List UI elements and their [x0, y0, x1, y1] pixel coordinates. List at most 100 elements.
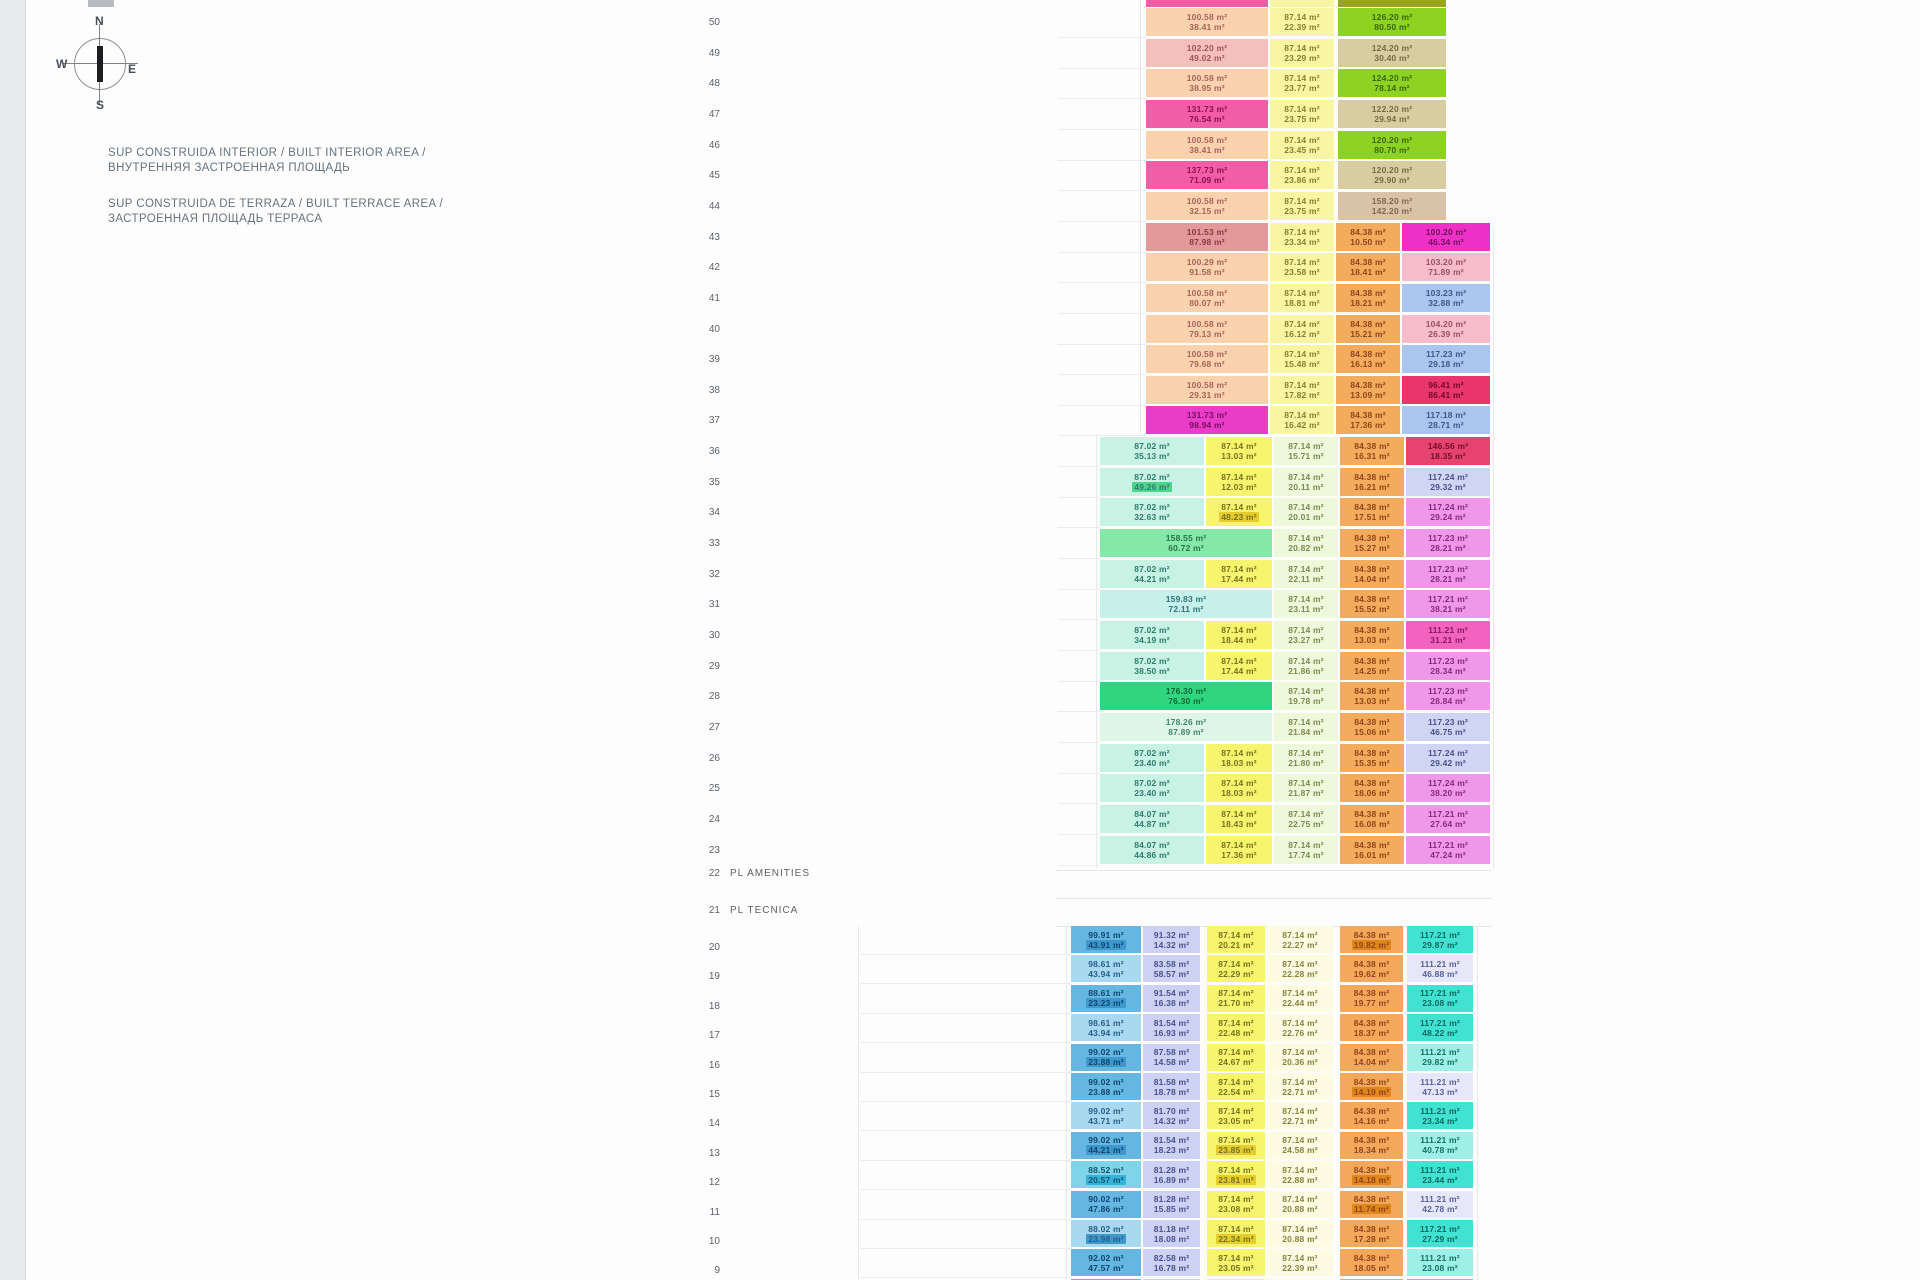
area-cell: 87.02 m² 49.26 m²: [1100, 467, 1204, 496]
terrace-area-value: 22.34 m²: [1216, 1233, 1256, 1244]
terrace-area-value: 14.32 m²: [1153, 939, 1190, 950]
compass-north-label: N: [95, 14, 104, 28]
area-cell: 84.38 m² 16.31 m²: [1340, 437, 1404, 466]
terrace-area-value: 79.13 m²: [1189, 328, 1225, 339]
terrace-area-value: 16.13 m²: [1350, 359, 1386, 370]
row-tick-line: [860, 1071, 1071, 1073]
area-cell: 81.70 m² 14.32 m²: [1143, 1102, 1200, 1130]
area-cell: 103.20 m² 71.89 m²: [1402, 253, 1490, 282]
terrace-area-value: 13.03 m²: [1354, 696, 1390, 707]
interior-area-value: 100.20 m²: [1425, 226, 1467, 237]
terrace-area-value: 28.21 m²: [1430, 543, 1466, 554]
interior-area-value: 99.02 m²: [1088, 1135, 1124, 1146]
row-tick-line: [1058, 312, 1146, 314]
interior-area-value: 87.14 m²: [1288, 441, 1324, 452]
area-cell: 91.54 m² 16.38 m²: [1143, 984, 1200, 1012]
floor-number: 21: [708, 905, 720, 916]
area-cell: 111.21 m² 47.13 m²: [1407, 1073, 1473, 1100]
interior-area-value: 87.58 m²: [1153, 1047, 1190, 1058]
interior-area-value: 87.14 m²: [1282, 1135, 1318, 1146]
terrace-area-value: 79.68 m²: [1189, 359, 1225, 370]
interior-area-value: 84.38 m²: [1354, 502, 1390, 513]
terrace-area-value: 23.98 m²: [1086, 1233, 1126, 1244]
terrace-area-value: 29.90 m²: [1374, 175, 1410, 186]
area-cell: 100.58 m² 38.41 m²: [1146, 130, 1268, 159]
terrace-area-value: 23.08 m²: [1422, 998, 1458, 1009]
terrace-area-value: 18.37 m²: [1353, 1027, 1390, 1038]
interior-area-value: 96.41 m²: [1428, 379, 1464, 390]
terrace-area-value: 23.05 m²: [1218, 1262, 1254, 1273]
interior-area-value: 117.23 m²: [1425, 349, 1467, 360]
interior-area-value: 87.14 m²: [1221, 471, 1257, 482]
terrace-area-value: 47.57 m²: [1088, 1262, 1124, 1273]
terrace-area-value: 14.18 m²: [1351, 1174, 1392, 1185]
area-cell: 91.32 m² 14.32 m²: [1143, 926, 1200, 953]
terrace-area-value: 38.41 m²: [1189, 144, 1225, 155]
terrace-area-value: 48.22 m²: [1422, 1027, 1458, 1038]
area-cell: 87.02 m² 34.19 m²: [1100, 621, 1204, 649]
terrace-area-value: 20.11 m²: [1288, 481, 1324, 492]
interior-area-value: 102.20 m²: [1186, 42, 1228, 53]
area-cell: 100.58 m² 38.41 m²: [1146, 8, 1268, 36]
terrace-area-value: 21.80 m²: [1288, 757, 1324, 768]
terrace-area-value: 17.44 m²: [1221, 665, 1257, 676]
area-cell: 87.14 m² 23.86 m²: [1270, 161, 1334, 190]
area-cell: 87.14 m² 19.78 m²: [1274, 682, 1338, 711]
terrace-area-value: 29.42 m²: [1430, 757, 1466, 768]
area-cell: 87.14 m² 22.44 m²: [1267, 984, 1333, 1012]
interior-area-value: 100.58 m²: [1186, 318, 1228, 329]
interior-area-value: 87.14 m²: [1284, 103, 1320, 114]
floor-number: 11: [709, 1206, 720, 1218]
terrace-area-value: 86.41 m²: [1428, 389, 1464, 400]
area-cell: 87.14 m² 21.87 m²: [1274, 774, 1338, 803]
terrace-area-value: 44.21 m²: [1086, 1145, 1126, 1156]
interior-area-value: 84.38 m²: [1350, 349, 1386, 360]
area-cell: 120.20 m² 29.90 m²: [1338, 161, 1446, 190]
interior-area-value: 100.58 m²: [1186, 349, 1228, 360]
interior-area-value: 137.73 m²: [1186, 165, 1228, 176]
area-cell: 117.21 m² 23.08 m²: [1407, 984, 1473, 1012]
interior-area-value: 88.52 m²: [1088, 1164, 1124, 1175]
terrace-area-value: 48.23 m²: [1219, 512, 1259, 523]
gap-outline-line: [1055, 870, 1492, 871]
area-cell: 84.38 m² 15.35 m²: [1340, 743, 1404, 772]
floor-number: 44: [708, 200, 720, 212]
terrace-area-value: 80.07 m²: [1189, 297, 1225, 308]
area-cell: 87.14 m² 23.27 m²: [1274, 621, 1338, 649]
profile-guide-line: [1066, 926, 1067, 1280]
interior-area-value: 87.14 m²: [1288, 716, 1324, 727]
compass-needle: [97, 46, 103, 82]
interior-area-value: 117.23 m²: [1427, 716, 1469, 727]
area-cell: 111.21 m² 46.88 m²: [1407, 955, 1473, 983]
floor-number: 37: [708, 415, 720, 427]
terrace-area-value: 47.13 m²: [1422, 1086, 1458, 1097]
floor-number: 19: [708, 971, 720, 983]
terrace-area-value: 98.94 m²: [1189, 420, 1225, 431]
row-tick-line: [1058, 527, 1100, 529]
interior-area-value: 87.14 m²: [1282, 1076, 1318, 1087]
interior-area-value: 117.21 m²: [1419, 1017, 1461, 1028]
floor-number: 22: [708, 868, 720, 879]
terrace-area-value: 18.05 m²: [1353, 1262, 1390, 1273]
area-cell: 158.20 m² 142.20 m²: [1338, 191, 1446, 220]
floor-number: 26: [708, 752, 720, 764]
area-cell: 87.14 m² 24.58 m²: [1267, 1131, 1333, 1159]
area-cell: 104.20 m² 26.39 m²: [1402, 314, 1490, 343]
floor-number: 12: [708, 1177, 720, 1189]
interior-area-value: 87.14 m²: [1288, 471, 1324, 482]
terrace-area-value: 23.05 m²: [1218, 1115, 1254, 1126]
area-cell: [1270, 0, 1334, 7]
area-cell: 81.54 m² 18.23 m²: [1143, 1131, 1200, 1159]
interior-area-value: 117.21 m²: [1427, 594, 1469, 605]
interior-area-value: 117.24 m²: [1427, 502, 1469, 513]
terrace-area-value: 14.19 m²: [1351, 1086, 1392, 1097]
interior-area-value: 84.38 m²: [1354, 655, 1390, 666]
area-cell: 84.38 m² 16.08 m²: [1340, 804, 1404, 833]
interior-area-value: 87.14 m²: [1282, 929, 1318, 940]
area-cell: 117.23 m² 28.84 m²: [1406, 682, 1490, 711]
terrace-area-value: 22.39 m²: [1282, 1262, 1318, 1273]
interior-area-value: 87.02 m²: [1134, 655, 1170, 666]
interior-area-value: 117.24 m²: [1427, 778, 1469, 789]
floor-number: 30: [708, 630, 720, 641]
area-cell: 100.29 m² 91.58 m²: [1146, 253, 1268, 282]
